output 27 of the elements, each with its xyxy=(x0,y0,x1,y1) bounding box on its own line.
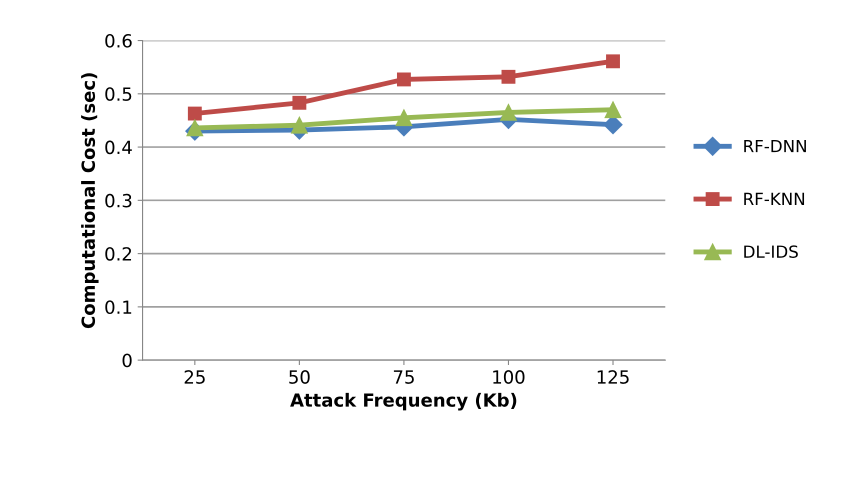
y-tick-label: 0.3 xyxy=(105,194,132,208)
point xyxy=(604,101,622,118)
point xyxy=(396,72,411,86)
x-tick-label: 50 xyxy=(289,370,310,384)
y-tick-label: 0.2 xyxy=(105,247,132,261)
legend-label: RF-KNN xyxy=(744,192,804,205)
point xyxy=(500,104,517,121)
point xyxy=(186,120,204,136)
x-tick-label: 100 xyxy=(493,370,524,384)
legend-label: RF-DNN xyxy=(744,140,806,152)
point xyxy=(396,109,412,126)
point xyxy=(292,96,306,110)
point xyxy=(606,54,620,68)
y-axis-title: Computational Cost (sec) xyxy=(81,73,99,328)
point xyxy=(502,70,516,84)
x-tick-label: 125 xyxy=(598,370,629,384)
x-axis-title: Attack Frequency (Kb) xyxy=(290,392,516,411)
y-tick-label: 0.6 xyxy=(105,34,132,48)
legend-label: DL-IDS xyxy=(744,245,798,258)
y-tick-label: 0 xyxy=(122,354,132,368)
point xyxy=(188,106,202,120)
y-tick-label: 0.5 xyxy=(105,87,132,101)
point xyxy=(291,116,308,134)
y-tick-label: 0.1 xyxy=(105,300,132,314)
x-tick-label: 25 xyxy=(184,370,205,384)
x-tick-label: 75 xyxy=(394,370,414,384)
y-tick-label: 0.4 xyxy=(105,140,132,154)
